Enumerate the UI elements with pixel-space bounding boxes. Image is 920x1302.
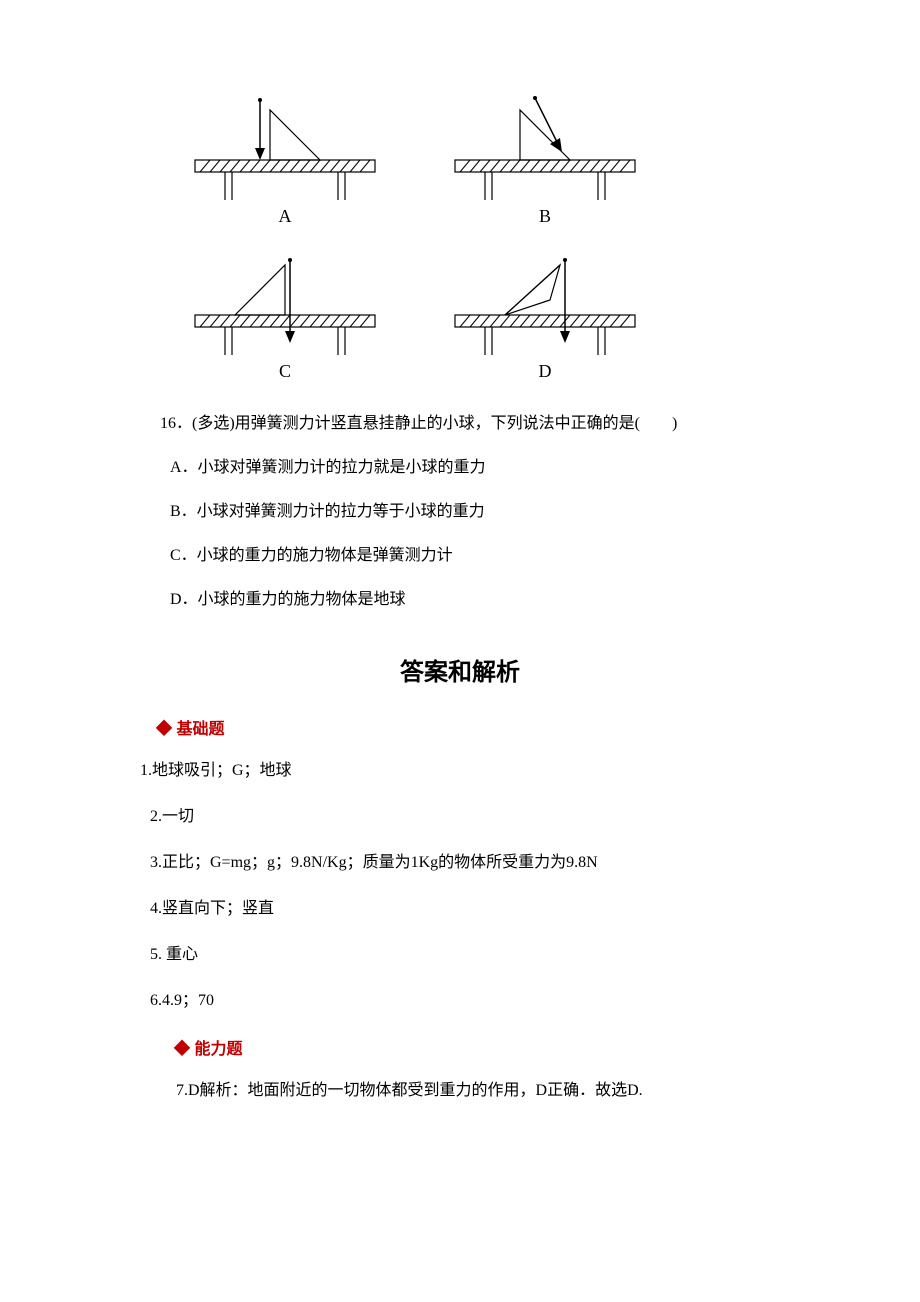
q16-opt-C: C．小球的重力的施力物体是弹簧测力计 (170, 544, 780, 568)
diagram-B: B (450, 90, 640, 227)
diagram-D-svg (450, 245, 640, 355)
section-basic: ◆ 基础题 (156, 715, 780, 739)
diagram-D-label: D (539, 361, 552, 382)
question15-diagrams: A (140, 90, 780, 382)
section-ability: ◆ 能力题 (174, 1035, 780, 1059)
q16-opt-B: B．小球对弹簧测力计的拉力等于小球的重力 (170, 500, 780, 524)
diagram-C-label: C (279, 361, 291, 382)
answer-1: 1.地球吸引；G；地球 (140, 759, 780, 783)
diagram-A-label: A (279, 206, 292, 227)
answer-4: 4.竖直向下；竖直 (150, 897, 780, 921)
diagram-C: C (190, 245, 380, 382)
answer-5: 5. 重心 (150, 943, 780, 967)
answer-3: 3.正比；G=mg；g；9.8N/Kg；质量为1Kg的物体所受重力为9.8N (150, 851, 780, 875)
q16-opt-A: A．小球对弹簧测力计的拉力就是小球的重力 (170, 456, 780, 480)
diagram-B-label: B (539, 206, 551, 227)
diagram-row-top: A (190, 90, 780, 227)
diagram-A-svg (190, 90, 380, 200)
diagram-C-svg (190, 245, 380, 355)
answer-6: 6.4.9；70 (150, 989, 780, 1013)
answer-7: 7.D解析：地面附近的一切物体都受到重力的作用，D正确．故选D. (176, 1079, 780, 1103)
diagram-A: A (190, 90, 380, 227)
q16-stem: 16．(多选)用弹簧测力计竖直悬挂静止的小球，下列说法中正确的是( ) (160, 412, 780, 436)
q16-opt-D: D．小球的重力的施力物体是地球 (170, 588, 780, 612)
answers-title: 答案和解析 (140, 652, 780, 687)
answer-2: 2.一切 (150, 805, 780, 829)
diagram-D: D (450, 245, 640, 382)
diagram-B-svg (450, 90, 640, 200)
diagram-row-bottom: C (190, 245, 780, 382)
